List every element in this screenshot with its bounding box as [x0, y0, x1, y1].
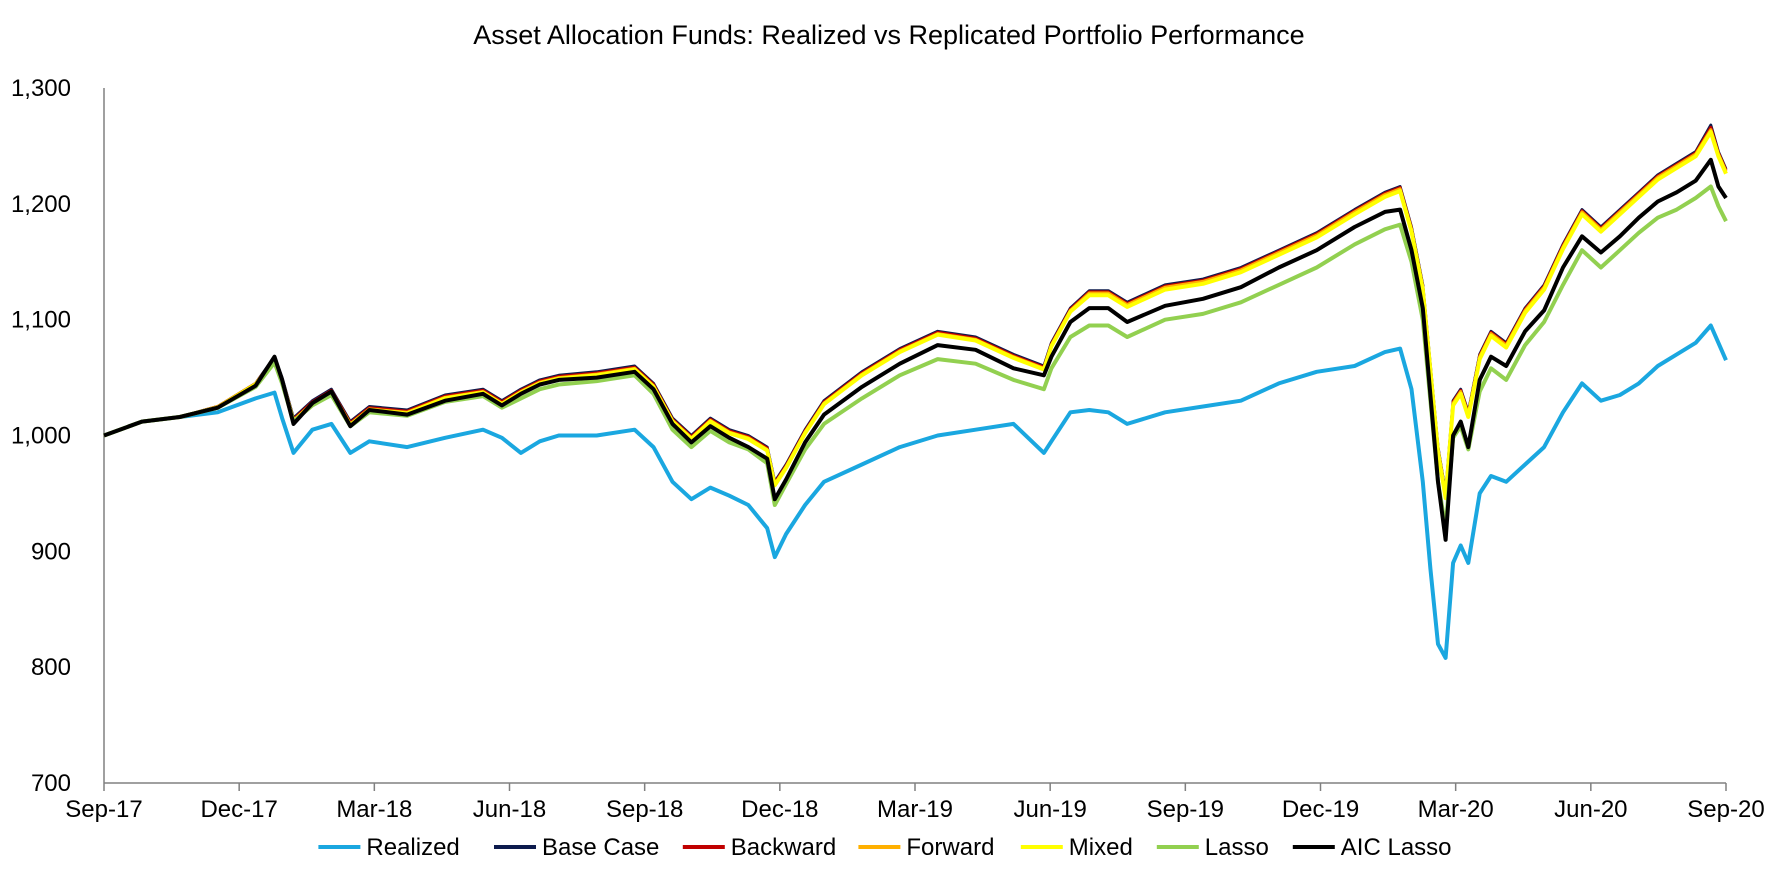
chart-title: Asset Allocation Funds: Realized vs Repl… — [473, 20, 1304, 50]
legend-label: Base Case — [542, 834, 659, 861]
legend-item: Mixed — [1020, 834, 1133, 861]
y-tick-label: 700 — [31, 770, 71, 797]
x-tick-label: Mar-19 — [877, 796, 953, 823]
x-tick-label: Dec-19 — [1282, 796, 1359, 823]
series-layer — [103, 123, 1728, 660]
x-tick-label: Sep-20 — [1687, 796, 1764, 823]
legend-item: Base Case — [494, 834, 659, 861]
legend-label: Realized — [366, 834, 459, 861]
legend-label: Mixed — [1069, 834, 1133, 861]
legend-item: Forward — [858, 834, 994, 861]
y-tick-label: 900 — [31, 538, 71, 565]
x-tick-label: Sep-17 — [65, 796, 142, 823]
series-line-base-case — [103, 123, 1728, 495]
y-tick-label: 1,100 — [11, 307, 71, 334]
x-tick-label: Sep-19 — [1147, 796, 1224, 823]
legend-label: Lasso — [1205, 834, 1269, 861]
legend-label: AIC Lasso — [1341, 834, 1452, 861]
legend-item: Lasso — [1156, 834, 1269, 861]
y-tick-label: 1,000 — [11, 423, 71, 450]
x-tick-label: Dec-17 — [200, 796, 277, 823]
legend-item: Backward — [682, 834, 836, 861]
series-line-aic-lasso — [103, 157, 1728, 542]
y-tick-label: 800 — [31, 654, 71, 681]
x-tick-label: Jun-20 — [1554, 796, 1627, 823]
axes: 700 800 900 1,000 1,100 1,200 1,300 Sep-17 Dec-1… — [11, 75, 1765, 823]
series-line-realized — [103, 323, 1728, 660]
x-tick-label: Jun-19 — [1013, 796, 1086, 823]
x-tick-label: Jun-18 — [473, 796, 546, 823]
x-tick-label: Sep-18 — [606, 796, 683, 823]
x-tick-label: Dec-18 — [741, 796, 818, 823]
series-line-backward — [103, 125, 1728, 497]
x-tick-label: Mar-18 — [336, 796, 412, 823]
legend-label: Backward — [731, 834, 836, 861]
y-tick-label: 1,200 — [11, 191, 71, 218]
legend: Realized Base Case Backward Forward Mixed Las… — [318, 834, 1452, 861]
legend-item: Realized — [318, 834, 460, 861]
legend-label: Forward — [906, 834, 994, 861]
x-tick-label: Mar-20 — [1418, 796, 1494, 823]
y-tick-label: 1,300 — [11, 75, 71, 102]
legend-item: AIC Lasso — [1292, 834, 1452, 861]
